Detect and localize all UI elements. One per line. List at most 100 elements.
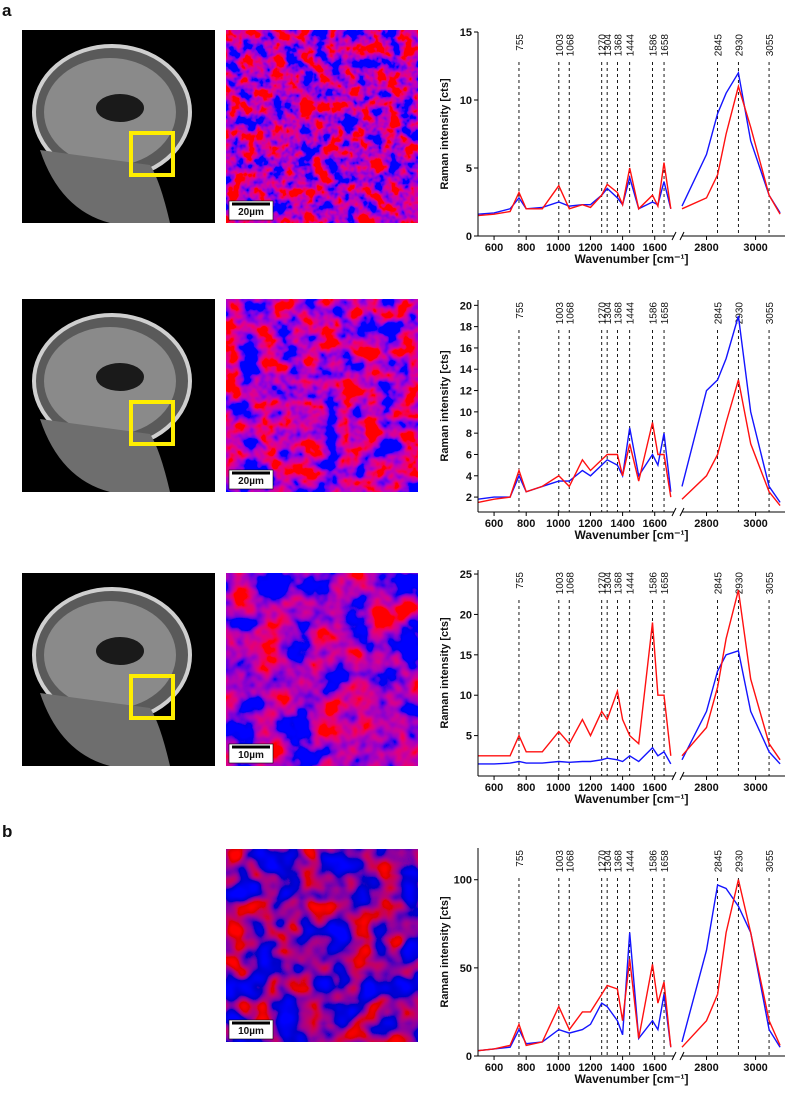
raman-map [226, 30, 418, 223]
raman-map [226, 299, 418, 492]
peak-label: 1586 [648, 302, 659, 325]
y-tick-label: 50 [460, 963, 472, 975]
x-tick-label: 1200 [578, 782, 602, 794]
panel-label: a [2, 1, 12, 20]
x-tick-label: 600 [485, 242, 503, 254]
x-tick-label: 1400 [610, 1062, 634, 1074]
roi-box [129, 131, 175, 177]
x-tick-label: 1600 [642, 518, 666, 530]
mri-image [22, 573, 215, 766]
peak-label: 1444 [626, 850, 637, 873]
peak-label: 2845 [714, 302, 725, 325]
peak-label: 2930 [734, 572, 745, 595]
peak-label: 1270 [598, 572, 609, 595]
x-tick-label: 600 [485, 1062, 503, 1074]
raman-map [226, 573, 418, 766]
x-tick-label: 2800 [694, 1062, 718, 1074]
peak-label: 1368 [613, 850, 624, 873]
axis-break [671, 1051, 685, 1061]
scale-bar-box [228, 469, 274, 490]
spectrum-line [477, 884, 781, 1052]
x-tick-label: 1200 [578, 1062, 602, 1074]
x-tick-label: 1000 [546, 782, 570, 794]
x-tick-label: 1400 [610, 518, 634, 530]
roi-box [129, 674, 175, 720]
peak-label: 1444 [626, 34, 637, 57]
peak-label: 2930 [734, 302, 745, 325]
y-tick-label: 10 [460, 407, 472, 419]
spectrum-line [477, 70, 781, 215]
peak-label: 1444 [626, 302, 637, 325]
y-tick-label: 16 [460, 343, 472, 355]
x-tick-label: 600 [485, 518, 503, 530]
peak-label: 1368 [613, 34, 624, 57]
mri-ventricle [96, 94, 144, 122]
peak-label: 1586 [648, 34, 659, 57]
x-axis-label: Wavenumber [cm⁻¹] [575, 252, 689, 266]
x-tick-label: 2800 [694, 242, 718, 254]
x-tick-label: 1600 [642, 242, 666, 254]
y-tick-label: 10 [460, 95, 472, 107]
x-tick-label: 1000 [546, 242, 570, 254]
x-tick-label: 1600 [642, 782, 666, 794]
peak-label: 1003 [555, 302, 566, 325]
x-tick-label: 1200 [578, 518, 602, 530]
scale-bar-box [228, 1019, 274, 1040]
peak-label: 1658 [660, 302, 671, 325]
spectrum-line [478, 590, 781, 761]
peak-label: 755 [515, 34, 526, 51]
axis-break [671, 507, 685, 517]
peak-label: 2930 [734, 34, 745, 57]
mri-ventricle [96, 637, 144, 665]
peak-label: 1658 [660, 34, 671, 57]
y-tick-label: 15 [460, 27, 472, 39]
peak-label: 1586 [648, 572, 659, 595]
x-tick-label: 800 [517, 518, 535, 530]
peak-label: 3055 [765, 302, 776, 325]
mri-face [40, 693, 170, 766]
peak-label: 1368 [613, 302, 624, 325]
peak-label: 1368 [613, 572, 624, 595]
y-tick-label: 5 [466, 731, 472, 743]
peak-label: 755 [515, 572, 526, 589]
mri-face [40, 150, 170, 223]
y-tick-label: 20 [460, 300, 472, 312]
peak-label: 1068 [565, 34, 576, 57]
x-tick-label: 800 [517, 1062, 535, 1074]
mri-ventricle [96, 363, 144, 391]
peak-label: 1304 [603, 302, 614, 325]
y-tick-label: 8 [466, 428, 472, 440]
peak-label: 1304 [603, 34, 614, 57]
x-tick-label: 1600 [642, 1062, 666, 1074]
peak-label: 1068 [565, 302, 576, 325]
y-tick-label: 10 [460, 690, 472, 702]
y-tick-label: 20 [460, 609, 472, 621]
spectrum-line [478, 649, 781, 765]
peak-label: 1270 [598, 302, 609, 325]
x-axis-label: Wavenumber [cm⁻¹] [575, 528, 689, 542]
y-tick-label: 6 [466, 449, 472, 461]
scale-bar-label: 10µm [238, 750, 264, 761]
y-axis-label: Raman intensity [cts] [439, 78, 451, 190]
x-tick-label: 800 [517, 242, 535, 254]
axis-break [671, 231, 685, 241]
peak-label: 3055 [765, 572, 776, 595]
peak-label: 1304 [603, 850, 614, 873]
x-tick-label: 2800 [694, 518, 718, 530]
peak-label: 1003 [555, 34, 566, 57]
peak-label: 1068 [565, 572, 576, 595]
x-tick-label: 1000 [546, 1062, 570, 1074]
peak-label: 1658 [660, 850, 671, 873]
y-tick-label: 0 [466, 231, 472, 243]
peak-label: 1444 [626, 572, 637, 595]
y-tick-label: 18 [460, 322, 472, 334]
x-axis-label: Wavenumber [cm⁻¹] [575, 1072, 689, 1086]
x-tick-label: 3000 [743, 518, 767, 530]
peak-label: 2845 [714, 850, 725, 873]
spectrum-line [477, 879, 781, 1052]
spectrum-line [477, 379, 781, 507]
x-tick-label: 1400 [610, 782, 634, 794]
peak-label: 1068 [565, 850, 576, 873]
